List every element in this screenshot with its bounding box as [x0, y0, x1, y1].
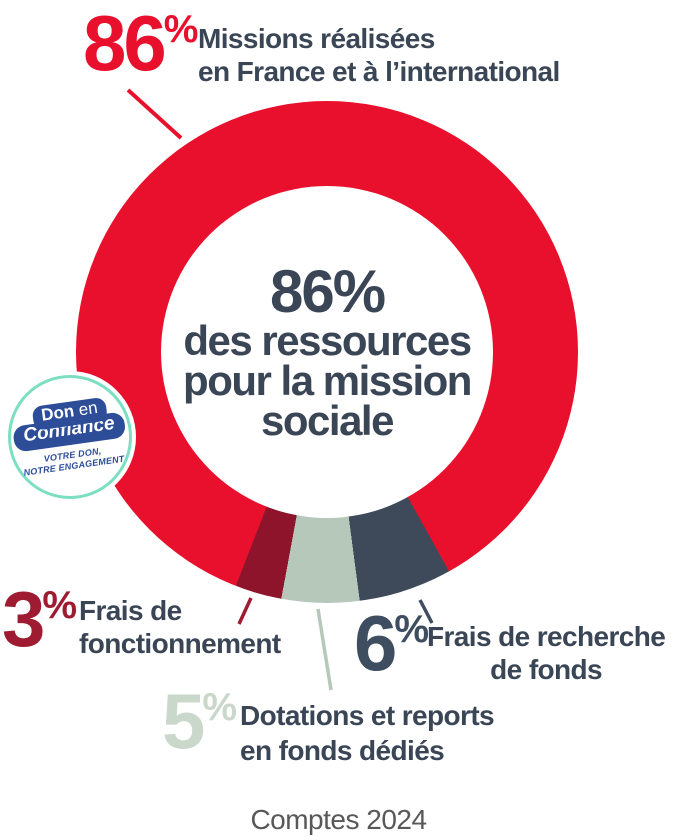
footer-caption: Comptes 2024 [250, 804, 427, 835]
dotations-label-line2: en fonds dédiés [240, 735, 445, 766]
fonctionnement-label: Frais de fonctionnement [79, 594, 281, 660]
dotations-label: Dotations et reports en fonds dédiés [240, 698, 495, 768]
recherche-value: 6 [354, 599, 397, 687]
missions-label-line2: en France et à l’international [198, 56, 560, 87]
recherche-label-line2: de fonds [490, 654, 603, 685]
dotations-leader-line [316, 608, 333, 691]
badge-content: Don en Confiance VOTRE DON, NOTRE ENGAGE… [0, 362, 145, 511]
center-line2: pour la mission [183, 357, 472, 404]
percent-sign: % [202, 685, 237, 729]
recherche-label-line1: Frais de recherche [427, 621, 666, 652]
don-en-confiance-badge: Don en Confiance VOTRE DON, NOTRE ENGAGE… [4, 371, 136, 503]
badge-word-don: Don [40, 401, 76, 425]
fonctionnement-percentage: 3% [2, 580, 77, 658]
percent-sign: % [42, 583, 77, 627]
missions-leader-line [126, 88, 183, 140]
missions-percentage: 86% [83, 4, 198, 82]
missions-label-line1: Missions réalisées [198, 23, 435, 54]
donut-ring: 86% des ressources pour la mission socia… [76, 101, 578, 603]
center-line3: sociale [261, 397, 394, 444]
dotations-label-line1: Dotations et reports [240, 700, 495, 731]
fonctionnement-label-line1: Frais de [79, 595, 182, 626]
fonctionnement-label-line2: fonctionnement [79, 628, 281, 659]
dotations-percentage: 5% [162, 682, 237, 760]
badge-word-en: en [77, 397, 99, 420]
donut-center: 86% des ressources pour la mission socia… [161, 186, 493, 518]
recherche-label: Frais de recherche de fonds [427, 620, 666, 686]
recherche-percentage: 6% [354, 604, 429, 682]
percent-sign: % [394, 607, 429, 651]
dotations-value: 5 [162, 677, 205, 765]
badge-mint-ring [8, 375, 132, 499]
fonctionnement-value: 3 [2, 575, 45, 663]
center-headline: 86% [269, 258, 386, 325]
missions-label: Missions réalisées en France et à l’inte… [198, 22, 560, 88]
missions-value: 86 [83, 0, 167, 87]
center-line1: des ressources [183, 317, 472, 364]
percent-sign: % [163, 7, 199, 51]
